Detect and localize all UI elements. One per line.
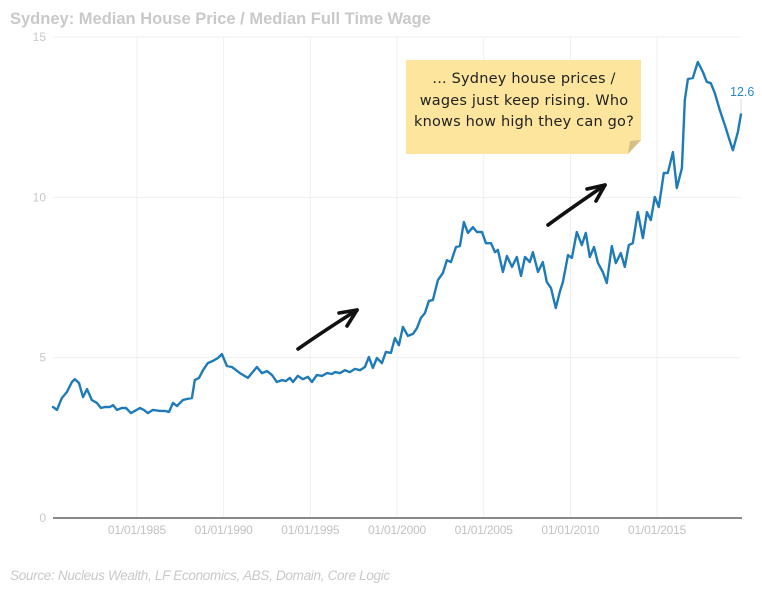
x-gridlines [136, 37, 658, 518]
y-tick-label: 5 [39, 351, 46, 365]
x-tick-label: 01/01/2015 [628, 523, 687, 537]
arrow-1-shaft [296, 308, 359, 351]
arrow-up-right-icon [296, 308, 359, 351]
y-tick-label: 10 [33, 190, 47, 204]
note-line-3: knows how high they can go? [414, 114, 634, 130]
x-tick-label: 01/01/1985 [108, 523, 167, 537]
sticky-note: ... Sydney house prices / wages just kee… [406, 60, 641, 154]
arrow-up-right-icon [546, 183, 607, 227]
y-tick-label: 15 [33, 30, 47, 44]
y-axis-tick-labels: 0 5 10 15 [33, 30, 47, 525]
source-caption: Source: Nucleus Wealth, LF Economics, AB… [10, 568, 390, 583]
x-tick-label: 01/01/2000 [368, 523, 427, 537]
series-layer [51, 60, 743, 415]
data-labels-layer: 12.6 [730, 85, 754, 114]
arrow-2-head [585, 183, 607, 203]
y-tick-label: 0 [39, 511, 46, 525]
x-tick-label: 01/01/1990 [195, 523, 254, 537]
x-tick-label: 01/01/2005 [455, 523, 514, 537]
chart-title: Sydney: Median House Price / Median Full… [10, 10, 431, 28]
series-line [51, 60, 743, 415]
arrow-1-head [337, 308, 359, 328]
data-label: 12.6 [730, 85, 754, 99]
arrow-2-shaft [546, 183, 607, 227]
sticky-note-folded-corner [628, 140, 641, 154]
x-tick-label: 01/01/2010 [541, 523, 600, 537]
note-line-2: wages just keep rising. Who [420, 93, 629, 109]
note-line-1: ... Sydney house prices / [432, 71, 615, 87]
x-axis-tick-labels: 01/01/1985 01/01/1990 01/01/1995 01/01/2000… [108, 523, 687, 537]
x-tick-label: 01/01/1995 [281, 523, 340, 537]
sticky-note-background [406, 60, 641, 154]
